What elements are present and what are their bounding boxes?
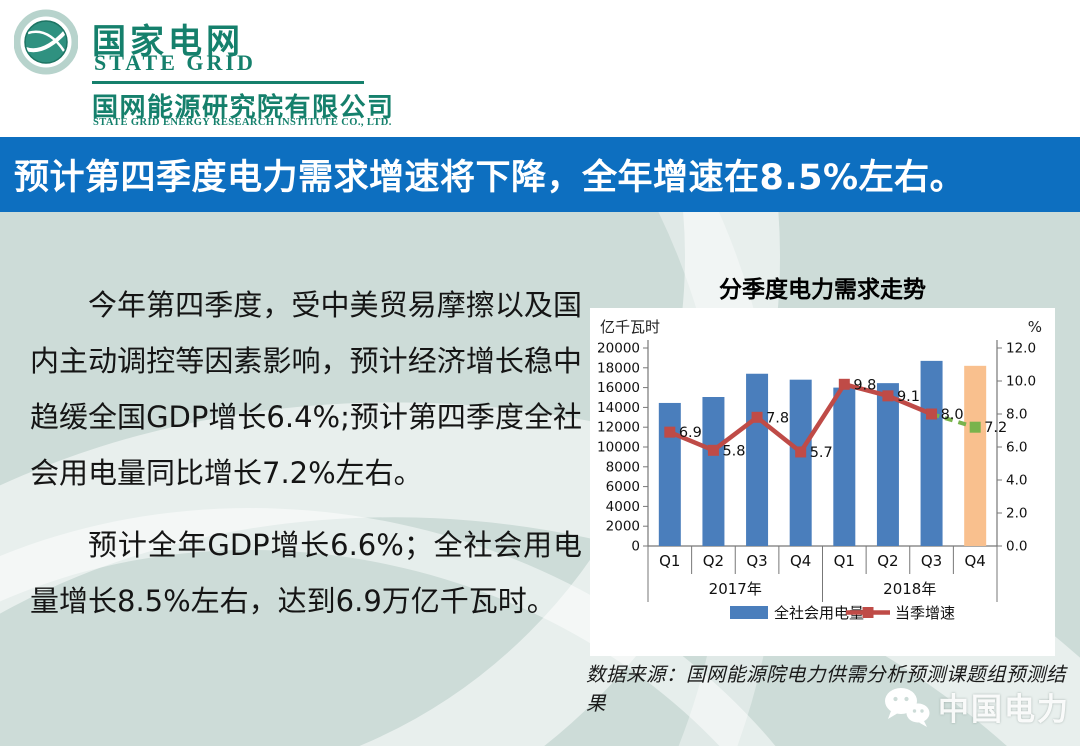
subsidiary-name-en: STATE GRID ENERGY RESEARCH INSTITUTE CO.… <box>93 117 392 128</box>
watermark: 中国电力 <box>882 684 1070 729</box>
svg-text:10000: 10000 <box>597 440 640 456</box>
svg-text:亿千瓦时: 亿千瓦时 <box>600 318 660 336</box>
svg-text:Q2: Q2 <box>703 552 724 570</box>
svg-text:Q4: Q4 <box>965 552 986 570</box>
headline-text: 预计第四季度电力需求增速将下降，全年增速在8.5%左右。 <box>14 158 966 198</box>
svg-text:12000: 12000 <box>597 420 640 436</box>
svg-text:12.0: 12.0 <box>1006 341 1036 357</box>
quarterly-demand-chart: 亿千瓦时 % 0 2000 4000 6000 8000 10000 12000 14000 160… <box>597 318 1042 622</box>
svg-text:5.8: 5.8 <box>722 443 745 459</box>
brand-name-cn: 国家电网 <box>92 22 244 62</box>
logo-divider <box>92 81 364 84</box>
svg-text:Q1: Q1 <box>834 552 855 570</box>
subsidiary-name-cn: 国网能源研究院有限公司 <box>92 93 395 123</box>
svg-text:7.2: 7.2 <box>984 420 1007 436</box>
chart-panel: 亿千瓦时% 0 2000 4000 6000 8000 10000 12000 14000 160… <box>590 308 1055 656</box>
headline-banner: 预计第四季度电力需求增速将下降，全年增速在8.5%左右。 <box>0 137 1080 212</box>
svg-text:7.8: 7.8 <box>766 410 789 426</box>
paragraph-annual-outlook: 预计全年GDP增长6.6%；全社会用电量增长8.5%左右，达到6.9万亿千瓦时。 <box>30 527 582 618</box>
svg-text:0: 0 <box>631 539 640 555</box>
svg-text:Q3: Q3 <box>921 552 942 570</box>
svg-text:9.8: 9.8 <box>853 377 876 393</box>
header: 国家电网 STATE GRID 国网能源研究院有限公司 STATE GRID E… <box>0 0 1080 137</box>
svg-text:2017年: 2017年 <box>709 580 762 598</box>
svg-text:14000: 14000 <box>597 400 640 416</box>
svg-text:Q4: Q4 <box>790 552 811 570</box>
svg-text:10.0: 10.0 <box>1006 374 1036 390</box>
svg-text:18000: 18000 <box>597 360 640 376</box>
svg-text:6.9: 6.9 <box>679 425 702 441</box>
svg-text:4.0: 4.0 <box>1006 473 1027 489</box>
svg-text:2000: 2000 <box>606 519 640 535</box>
svg-text:全社会用电量: 全社会用电量 <box>774 604 864 622</box>
svg-text:5.7: 5.7 <box>810 445 833 461</box>
watermark-label: 中国电力 <box>938 692 1070 728</box>
svg-text:2.0: 2.0 <box>1006 506 1027 522</box>
svg-text:20000: 20000 <box>597 341 640 357</box>
svg-text:%: % <box>1028 318 1042 336</box>
paragraph-q4-outlook: 今年第四季度，受中美贸易摩擦以及国内主动调控等因素影响，预计经济增长稳中趋缓全国… <box>30 288 582 490</box>
svg-text:Q3: Q3 <box>746 552 767 570</box>
svg-text:6000: 6000 <box>606 479 640 495</box>
svg-text:8000: 8000 <box>606 459 640 475</box>
svg-text:当季增速: 当季增速 <box>895 604 955 622</box>
chart-title: 分季度电力需求走势 <box>719 277 926 303</box>
svg-text:8.0: 8.0 <box>1006 407 1027 423</box>
body-text: 今年第四季度，受中美贸易摩擦以及国内主动调控等因素影响，预计经济增长稳中趋缓全国… <box>30 278 582 630</box>
svg-text:Q1: Q1 <box>659 552 680 570</box>
svg-text:2018年: 2018年 <box>883 580 936 598</box>
svg-text:6.0: 6.0 <box>1006 440 1027 456</box>
svg-text:0.0: 0.0 <box>1006 539 1027 555</box>
svg-text:4000: 4000 <box>606 499 640 515</box>
svg-text:9.1: 9.1 <box>897 389 920 405</box>
svg-text:8.0: 8.0 <box>941 407 964 423</box>
brand-name-en: STATE GRID <box>94 50 256 75</box>
state-grid-globe-icon <box>14 9 78 75</box>
svg-text:16000: 16000 <box>597 380 640 396</box>
wechat-icon <box>885 687 930 727</box>
svg-text:Q2: Q2 <box>877 552 898 570</box>
content-area: 今年第四季度，受中美贸易摩擦以及国内主动调控等因素影响，预计经济增长稳中趋缓全国… <box>0 212 1080 746</box>
